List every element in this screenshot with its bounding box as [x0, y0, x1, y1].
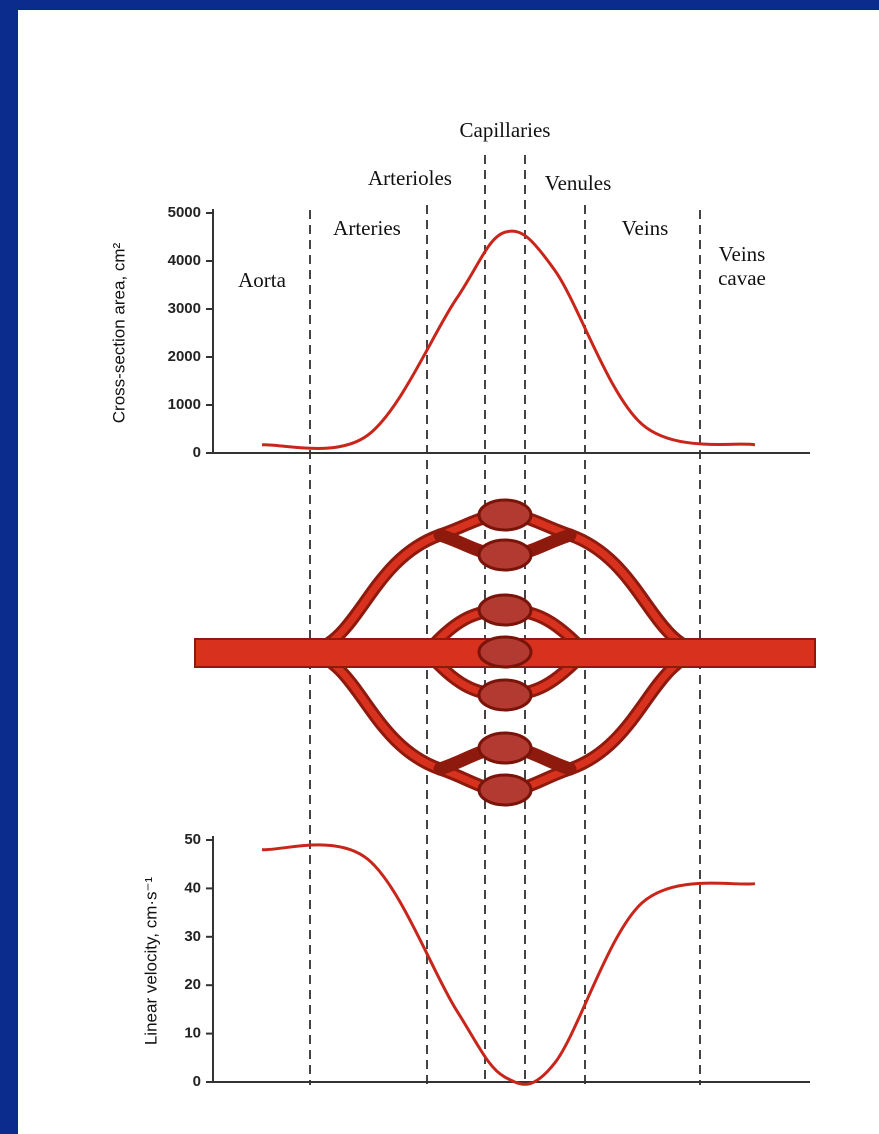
y-tick-label: 4000 — [168, 252, 201, 269]
y-tick-label: 30 — [184, 928, 201, 945]
data-line — [262, 231, 755, 448]
region-label: Capillaries — [445, 118, 565, 142]
y-tick-label: 2000 — [168, 348, 201, 365]
y-tick-label: 0 — [193, 1073, 201, 1090]
y-tick-label: 5000 — [168, 204, 201, 221]
y-axis-label: Linear velocity, cm·s⁻¹ — [141, 877, 160, 1046]
y-tick-label: 50 — [184, 831, 201, 848]
y-tick-label: 1000 — [168, 396, 201, 413]
region-label: Venules — [528, 171, 628, 195]
region-label: Veins — [605, 216, 685, 240]
region-label: Arterioles — [355, 166, 465, 190]
y-tick-label: 20 — [184, 976, 201, 993]
y-axis-label: Cross-section area, cm² — [109, 242, 128, 423]
region-label: Arteries — [317, 216, 417, 240]
data-line — [262, 845, 755, 1084]
y-tick-label: 10 — [184, 1025, 201, 1042]
vessel-illustration — [195, 500, 815, 805]
y-tick-label: 40 — [184, 879, 201, 896]
region-label: Aorta — [227, 268, 297, 292]
region-label: Veins cavae — [712, 242, 772, 290]
y-tick-label: 0 — [193, 444, 201, 461]
slide: 0 1000 2000 3000 4000 5000 Cross-section area,… — [0, 0, 879, 1134]
y-tick-label: 3000 — [168, 300, 201, 317]
